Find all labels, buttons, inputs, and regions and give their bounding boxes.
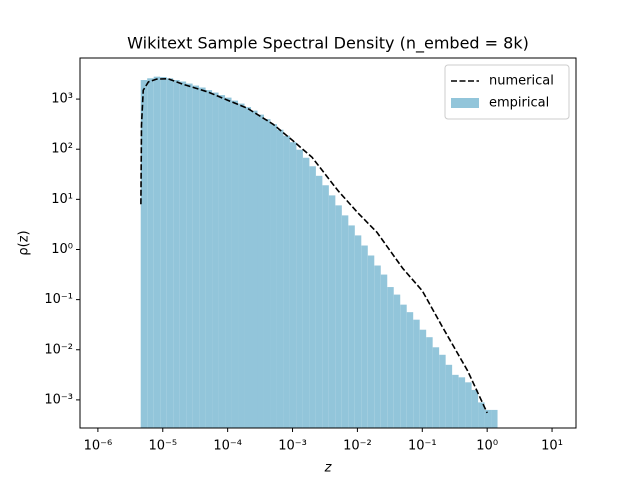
y-tick-label: 10⁻² bbox=[44, 342, 73, 357]
y-tick-label: 10³ bbox=[51, 92, 73, 107]
histogram-bar bbox=[212, 92, 219, 428]
y-tick-label: 10⁰ bbox=[51, 242, 73, 257]
y-tick-label: 10¹ bbox=[51, 192, 73, 207]
x-tick-label: 10¹ bbox=[541, 439, 563, 454]
histogram-bar bbox=[432, 347, 440, 428]
histogram-bar bbox=[166, 78, 174, 428]
histogram-bar bbox=[309, 166, 316, 428]
histogram-bar bbox=[296, 149, 303, 428]
histogram-bar bbox=[452, 374, 459, 428]
chart-title: Wikitext Sample Spectral Density (n_embe… bbox=[127, 34, 529, 54]
histogram-bar bbox=[263, 119, 271, 428]
histogram-bar bbox=[387, 287, 394, 428]
histogram-bar bbox=[179, 81, 187, 428]
histogram-bar bbox=[484, 409, 492, 428]
histogram-bar bbox=[445, 364, 453, 428]
histogram-bar bbox=[315, 175, 323, 428]
histogram-bar bbox=[186, 83, 193, 428]
histogram-bar bbox=[400, 304, 407, 428]
histogram-bar bbox=[426, 337, 433, 428]
histogram-bar bbox=[354, 235, 362, 428]
histogram-bar bbox=[413, 319, 420, 428]
histogram-bar bbox=[140, 80, 148, 428]
histogram-bar bbox=[251, 110, 258, 428]
x-tick-label: 10⁰ bbox=[476, 439, 498, 454]
histogram-bar bbox=[348, 225, 355, 428]
histogram-bar bbox=[173, 80, 180, 428]
histogram-bar bbox=[225, 97, 232, 428]
histogram-bar bbox=[328, 195, 336, 428]
histogram-bar bbox=[160, 77, 167, 428]
histogram-bar bbox=[367, 255, 375, 428]
legend-swatch bbox=[451, 98, 479, 108]
histogram-bar bbox=[419, 329, 427, 428]
y-tick-label: 10⁻¹ bbox=[44, 292, 73, 307]
histogram-bar bbox=[341, 215, 349, 428]
y-tick-label: 10² bbox=[51, 142, 73, 157]
y-axis-label: ρ(z) bbox=[17, 230, 32, 255]
histogram-bar bbox=[231, 100, 239, 428]
plot-area bbox=[140, 76, 498, 428]
histogram-bar bbox=[276, 129, 284, 428]
x-tick-label: 10⁻⁵ bbox=[148, 439, 177, 454]
x-tick-label: 10⁻³ bbox=[278, 439, 307, 454]
histogram-bar bbox=[289, 142, 297, 428]
histogram-bar bbox=[205, 90, 213, 428]
histogram-bar bbox=[458, 377, 466, 428]
y-tick-label: 10⁻³ bbox=[44, 392, 73, 407]
histogram-bar bbox=[471, 389, 479, 428]
histogram-bar bbox=[322, 185, 329, 428]
legend-label: empirical bbox=[489, 96, 549, 111]
x-tick-label: 10⁻⁶ bbox=[84, 439, 113, 454]
histogram-bar bbox=[374, 265, 381, 428]
histogram-bar bbox=[270, 124, 277, 428]
histogram-bar bbox=[465, 382, 472, 428]
histogram-bar bbox=[361, 245, 368, 428]
histogram-bar bbox=[302, 157, 310, 428]
x-axis-label: z bbox=[324, 461, 333, 476]
x-tick-label: 10⁻² bbox=[343, 439, 372, 454]
histogram-bar bbox=[439, 354, 446, 428]
histogram-bar bbox=[257, 114, 264, 428]
histogram-bar bbox=[406, 312, 414, 428]
x-tick-label: 10⁻¹ bbox=[408, 439, 437, 454]
histogram-bar bbox=[283, 135, 290, 428]
histogram-bar bbox=[199, 87, 206, 428]
axes-frame bbox=[79, 57, 577, 429]
histogram-bar bbox=[491, 409, 498, 428]
histogram-bar bbox=[478, 402, 485, 428]
histogram-bar bbox=[244, 107, 252, 428]
histogram-bar bbox=[380, 274, 388, 428]
histogram-bar bbox=[238, 103, 245, 428]
legend-label: numerical bbox=[489, 74, 554, 89]
histogram-bar bbox=[335, 205, 342, 428]
histogram-bar bbox=[147, 78, 154, 428]
histogram-bar bbox=[192, 85, 200, 428]
histogram-bar bbox=[393, 294, 401, 428]
histogram-bar bbox=[218, 95, 226, 428]
histogram-bar bbox=[153, 76, 161, 428]
line bbox=[140, 77, 488, 414]
x-tick-label: 10⁻⁴ bbox=[213, 439, 242, 454]
